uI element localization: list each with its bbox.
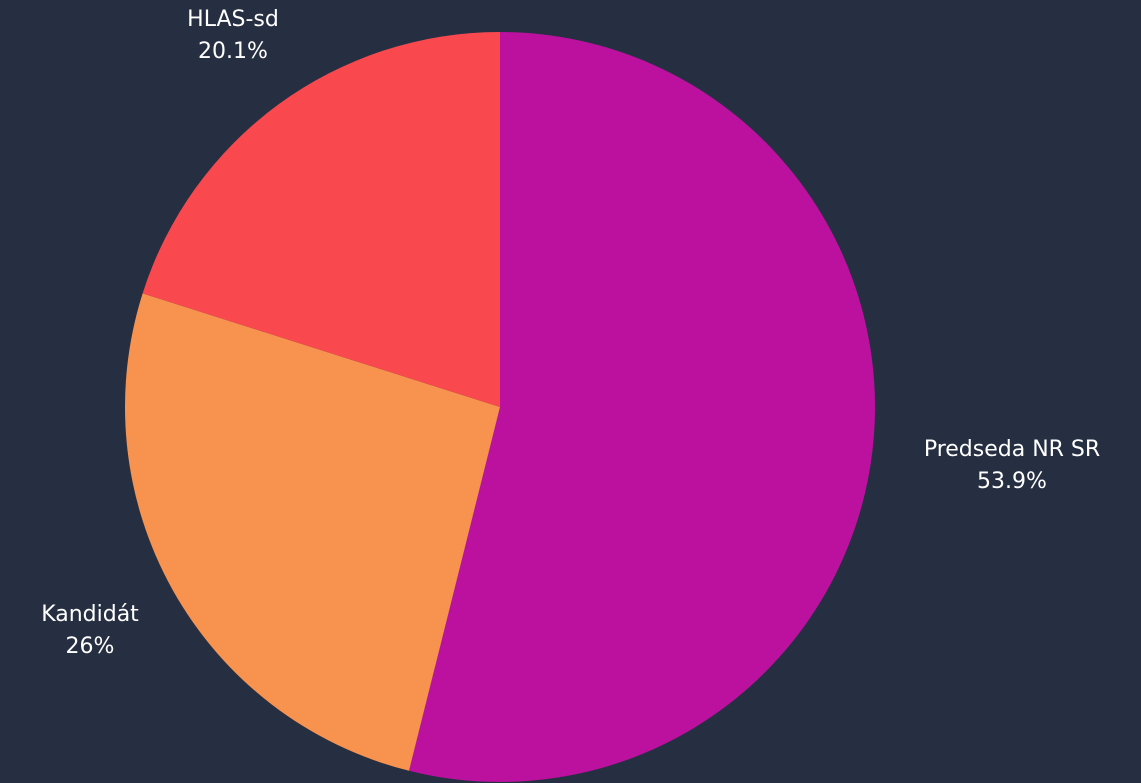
pie-slice-1[interactable] (409, 32, 875, 782)
pie-slice-2[interactable] (124, 293, 500, 771)
slice-value-label-2: 26% (66, 634, 115, 659)
pie-labels: Predseda NR SR 53.9% Kandidát 26% HLAS-sd 20.… (41, 7, 1100, 659)
slice-label-2: Kandidát (41, 602, 139, 627)
slice-label-3: HLAS-sd (187, 7, 279, 32)
slice-label-1: Predseda NR SR (924, 437, 1100, 462)
slice-value-label-3: 20.1% (198, 39, 268, 64)
pie-slices (124, 32, 875, 782)
slice-value-label-1: 53.9% (977, 469, 1047, 494)
pie-slice-3[interactable] (142, 32, 500, 407)
